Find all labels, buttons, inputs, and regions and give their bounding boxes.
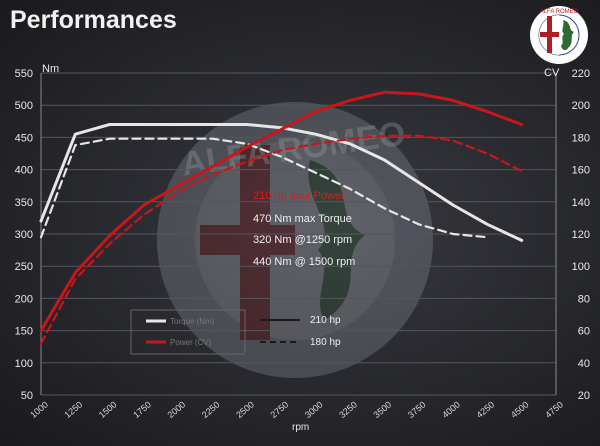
annotation-torque-1250: 320 Nm @1250 rpm [253,234,352,246]
x-tick-label: 2500 [234,399,256,420]
x-tick-label: 1500 [97,399,119,420]
x-tick-label: 3500 [372,399,394,420]
annotation-block: 210 hp max Power 470 Nm max Torque 320 N… [253,190,355,268]
y-left-tick-label: 200 [15,293,33,305]
x-tick-label: 1750 [131,399,153,420]
y-right-tick-label: 180 [572,132,590,144]
slide-title: Performances [10,6,177,34]
y-right-tick-label: 40 [578,358,590,370]
y-left-tick-label: 400 [15,165,33,177]
svg-text:ALFA ROMEO: ALFA ROMEO [540,9,579,15]
legend-box [130,309,246,355]
series-line-2 [39,90,524,333]
legend-torque-label: Torque (Nm) [170,317,215,326]
y-right-tick-label: 160 [572,165,590,177]
y-left-tick-label: 300 [15,229,33,241]
x-tick-label: 4250 [475,399,497,420]
y-left-tick-label: 150 [15,326,33,338]
x-tick-label: 2250 [200,399,222,420]
x-tick-label: 4750 [543,399,565,420]
x-tick-label: 3750 [406,399,428,420]
x-tick-label: 1250 [63,399,85,420]
y-axis-left-ticks: 50 100 150 200 250 300 350 400 450 500 550 [15,68,33,402]
y-left-tick-label: 100 [15,358,33,370]
alfa-romeo-logo: ALFA ROMEO [530,6,588,64]
x-axis-ticks: 1000 1250 1500 1750 2000 2250 2500 2750 3000 3250… [28,399,565,420]
annotation-max-torque: 470 Nm max Torque [253,213,352,225]
x-tick-label: 3250 [337,399,359,420]
watermark-logo [157,102,433,378]
x-axis-label: rpm [292,422,309,433]
annotation-torque-1500: 440 Nm @ 1500 rpm [253,256,355,268]
x-tick-label: 1000 [28,399,50,420]
x-tick-label: 2750 [269,399,291,420]
y-left-tick-label: 250 [15,261,33,273]
y-axis-left-label: Nm [42,63,59,75]
x-tick-label: 3000 [303,399,325,420]
y-right-tick-label: 200 [572,100,590,112]
y-right-tick-label: 140 [572,197,590,209]
y-right-tick-label: 120 [572,229,590,241]
y-left-tick-label: 500 [15,100,33,112]
y-axis-right-label: CV [544,67,560,79]
annotation-max-power: 210 hp max Power [253,190,345,202]
series-line-3 [39,134,523,345]
x-tick-label: 4000 [440,399,462,420]
y-right-tick-label: 20 [578,390,590,402]
y-right-tick-label: 80 [578,293,590,305]
x-tick-label: 2000 [166,399,188,420]
legend-variant-180: 180 hp [310,337,341,348]
y-right-tick-label: 60 [578,326,590,338]
series-line-1 [39,137,489,239]
y-left-tick-label: 350 [15,197,33,209]
y-right-tick-label: 220 [572,68,590,80]
legend-variant-210: 210 hp [310,315,341,326]
y-axis-right-ticks: 20 40 60 80 100 120 140 160 180 200 220 [572,68,590,402]
y-left-tick-label: 50 [21,390,33,402]
y-right-tick-label: 100 [572,261,590,273]
series-group [39,90,524,345]
grid-lines [40,72,557,396]
y-left-tick-label: 550 [15,68,33,80]
legend: Torque (Nm) Power (CV) 210 hp 180 hp [130,309,341,355]
x-tick-label: 4500 [509,399,531,420]
y-left-tick-label: 450 [15,132,33,144]
legend-power-label: Power (CV) [170,338,212,347]
series-line-0 [39,123,524,242]
